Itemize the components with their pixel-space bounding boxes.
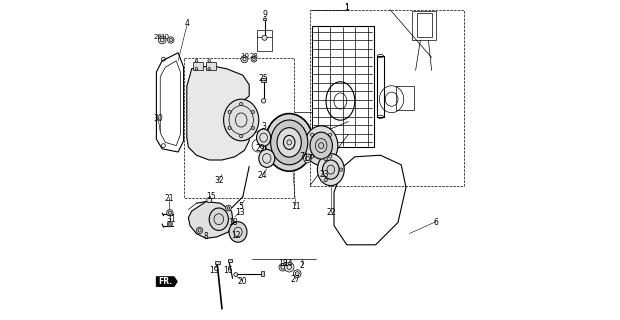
Circle shape [293, 270, 301, 277]
Text: 21: 21 [164, 194, 174, 203]
Text: 1: 1 [345, 4, 349, 13]
Text: 15: 15 [206, 192, 216, 201]
Circle shape [234, 273, 237, 276]
Text: 20: 20 [238, 277, 247, 286]
Text: 17: 17 [304, 154, 313, 163]
Text: 27: 27 [291, 276, 301, 284]
Text: 22: 22 [326, 208, 335, 217]
Bar [396, 86, 414, 110]
Text: 16: 16 [224, 266, 233, 275]
Circle shape [251, 110, 254, 114]
Text: 12: 12 [232, 231, 241, 240]
Circle shape [206, 197, 212, 203]
Text: 4: 4 [184, 20, 189, 28]
Polygon shape [188, 202, 233, 238]
Circle shape [228, 110, 231, 114]
Text: 30: 30 [153, 114, 163, 123]
Text: 10: 10 [160, 34, 169, 40]
Text: 18: 18 [228, 218, 238, 227]
Bar [312, 26, 374, 147]
Circle shape [324, 179, 327, 182]
Bar [228, 259, 232, 262]
Circle shape [279, 263, 286, 271]
Circle shape [262, 99, 266, 103]
Circle shape [239, 134, 243, 138]
Ellipse shape [277, 128, 301, 157]
Bar [215, 261, 220, 264]
Polygon shape [156, 277, 177, 286]
Circle shape [158, 36, 166, 44]
Bar [257, 30, 272, 51]
Ellipse shape [317, 154, 344, 186]
Text: 19: 19 [209, 266, 219, 275]
Circle shape [324, 157, 327, 161]
Text: 23: 23 [319, 170, 329, 179]
Bar [417, 13, 432, 37]
Polygon shape [187, 66, 249, 160]
Text: 29: 29 [255, 144, 265, 153]
Circle shape [167, 210, 173, 216]
Text: 6: 6 [434, 218, 439, 227]
Bar [263, 18, 267, 20]
Circle shape [251, 56, 257, 62]
Circle shape [285, 262, 294, 272]
Bar [262, 271, 264, 276]
Circle shape [339, 168, 343, 171]
Ellipse shape [265, 114, 313, 171]
Text: 5: 5 [239, 202, 244, 211]
Text: 26: 26 [154, 34, 162, 40]
Text: 28: 28 [250, 53, 259, 59]
Circle shape [241, 56, 248, 63]
Text: FR.: FR. [158, 277, 172, 286]
Bar [206, 62, 216, 70]
Circle shape [251, 126, 254, 130]
Circle shape [239, 102, 243, 106]
Text: 18: 18 [278, 260, 288, 268]
Text: 3: 3 [261, 122, 266, 131]
Text: 9: 9 [263, 10, 268, 19]
Circle shape [226, 205, 231, 211]
Text: 11: 11 [291, 202, 300, 211]
Bar [377, 56, 384, 117]
Text: 24: 24 [257, 172, 267, 180]
Ellipse shape [229, 222, 247, 242]
Text: 32: 32 [214, 176, 224, 185]
Bar [412, 11, 436, 40]
Text: 13: 13 [235, 208, 244, 217]
Bar [193, 62, 203, 70]
Circle shape [167, 37, 174, 43]
Text: 14: 14 [283, 260, 293, 268]
Text: 10: 10 [240, 53, 249, 59]
Ellipse shape [257, 129, 271, 146]
Ellipse shape [304, 126, 338, 165]
Text: 8: 8 [203, 232, 208, 241]
Circle shape [197, 227, 203, 234]
Bar [262, 78, 266, 82]
Circle shape [167, 221, 172, 227]
Text: 7: 7 [299, 152, 304, 161]
Circle shape [228, 126, 231, 130]
Text: 2: 2 [299, 261, 304, 270]
Ellipse shape [209, 208, 228, 230]
Ellipse shape [310, 132, 332, 159]
Ellipse shape [259, 149, 275, 167]
Ellipse shape [224, 99, 259, 141]
Ellipse shape [304, 154, 311, 163]
Text: 1: 1 [345, 4, 349, 12]
Text: 25: 25 [259, 74, 268, 83]
Ellipse shape [271, 120, 308, 165]
Circle shape [262, 35, 267, 40]
Ellipse shape [322, 160, 339, 179]
Text: 31: 31 [166, 215, 175, 224]
